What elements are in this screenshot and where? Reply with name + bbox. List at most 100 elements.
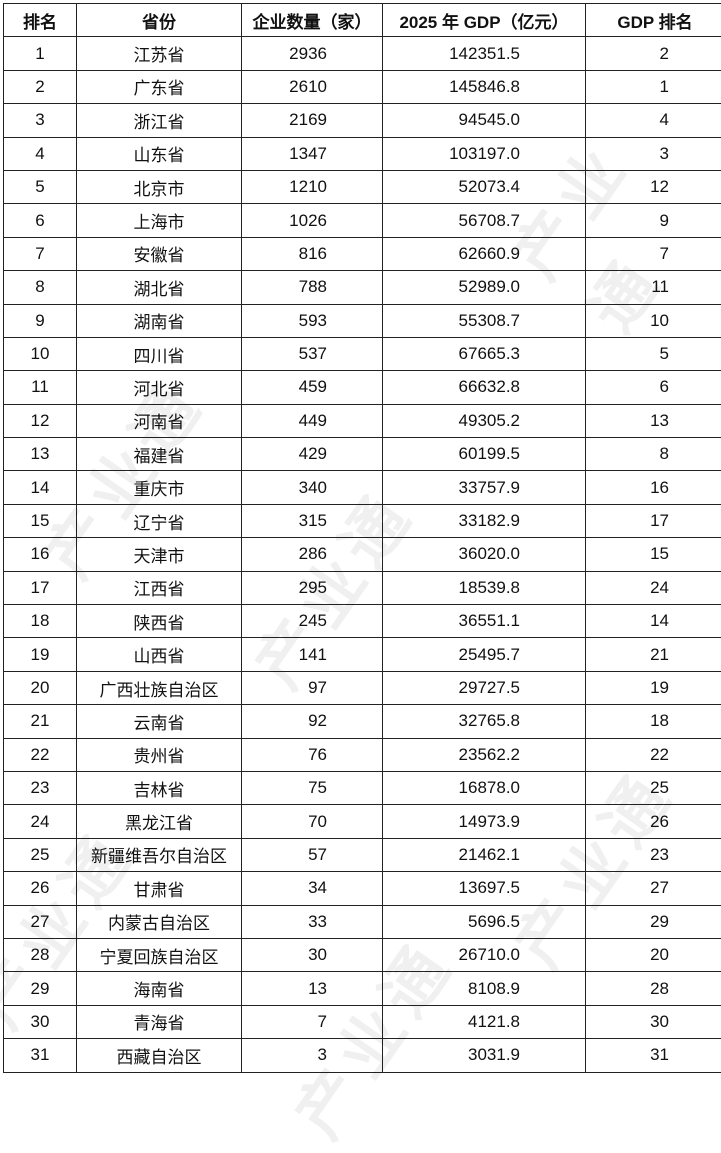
gdp-rank-cell: 27 <box>586 872 721 905</box>
gdp-cell: 3031.9 <box>383 1039 586 1072</box>
gdp-cell: 145846.8 <box>383 70 586 103</box>
gdp-cell: 33182.9 <box>383 504 586 537</box>
gdp-rank-cell: 31 <box>586 1039 721 1072</box>
province-cell: 北京市 <box>77 170 242 203</box>
gdp-rank-cell: 7 <box>586 237 721 270</box>
province-cell: 河南省 <box>77 404 242 437</box>
gdp-rank-cell: 26 <box>586 805 721 838</box>
enterprise-count-cell: 245 <box>242 605 383 638</box>
enterprise-count-cell: 70 <box>242 805 383 838</box>
gdp-cell: 23562.2 <box>383 738 586 771</box>
rank-cell: 11 <box>4 371 77 404</box>
enterprise-count-cell: 537 <box>242 337 383 370</box>
enterprise-count-cell: 7 <box>242 1005 383 1038</box>
province-cell: 浙江省 <box>77 104 242 137</box>
rank-cell: 26 <box>4 872 77 905</box>
gdp-cell: 13697.5 <box>383 872 586 905</box>
gdp-cell: 67665.3 <box>383 337 586 370</box>
gdp-rank-cell: 18 <box>586 705 721 738</box>
header-gdp-2025: 2025 年 GDP（亿元） <box>383 4 586 37</box>
gdp-rank-cell: 12 <box>586 170 721 203</box>
gdp-cell: 21462.1 <box>383 838 586 871</box>
province-cell: 山西省 <box>77 638 242 671</box>
enterprise-count-cell: 92 <box>242 705 383 738</box>
header-enterprise-count: 企业数量（家） <box>242 4 383 37</box>
gdp-rank-cell: 3 <box>586 137 721 170</box>
gdp-cell: 4121.8 <box>383 1005 586 1038</box>
rank-cell: 30 <box>4 1005 77 1038</box>
gdp-rank-cell: 29 <box>586 905 721 938</box>
gdp-rank-cell: 6 <box>586 371 721 404</box>
gdp-cell: 5696.5 <box>383 905 586 938</box>
enterprise-count-cell: 2610 <box>242 70 383 103</box>
gdp-cell: 62660.9 <box>383 237 586 270</box>
gdp-rank-cell: 9 <box>586 204 721 237</box>
gdp-rank-cell: 28 <box>586 972 721 1005</box>
province-cell: 四川省 <box>77 337 242 370</box>
enterprise-count-cell: 315 <box>242 504 383 537</box>
header-row: 排名 省份 企业数量（家） 2025 年 GDP（亿元） GDP 排名 <box>4 4 721 37</box>
province-cell: 江苏省 <box>77 37 242 70</box>
gdp-rank-cell: 20 <box>586 938 721 971</box>
rank-cell: 18 <box>4 605 77 638</box>
gdp-cell: 66632.8 <box>383 371 586 404</box>
enterprise-count-cell: 1210 <box>242 170 383 203</box>
gdp-rank-cell: 17 <box>586 504 721 537</box>
enterprise-count-cell: 3 <box>242 1039 383 1072</box>
rank-cell: 13 <box>4 438 77 471</box>
province-cell: 重庆市 <box>77 471 242 504</box>
gdp-cell: 52073.4 <box>383 170 586 203</box>
gdp-rank-cell: 25 <box>586 771 721 804</box>
rank-cell: 6 <box>4 204 77 237</box>
gdp-cell: 36551.1 <box>383 605 586 638</box>
gdp-rank-cell: 1 <box>586 70 721 103</box>
rank-cell: 21 <box>4 705 77 738</box>
gdp-cell: 29727.5 <box>383 671 586 704</box>
province-cell: 宁夏回族自治区 <box>77 938 242 971</box>
rank-cell: 5 <box>4 170 77 203</box>
rank-cell: 22 <box>4 738 77 771</box>
gdp-rank-cell: 4 <box>586 104 721 137</box>
enterprise-count-cell: 141 <box>242 638 383 671</box>
enterprise-count-cell: 429 <box>242 438 383 471</box>
gdp-cell: 14973.9 <box>383 805 586 838</box>
enterprise-count-cell: 1347 <box>242 137 383 170</box>
rank-cell: 24 <box>4 805 77 838</box>
enterprise-count-cell: 2169 <box>242 104 383 137</box>
gdp-rank-cell: 15 <box>586 538 721 571</box>
gdp-rank-cell: 10 <box>586 304 721 337</box>
enterprise-count-cell: 286 <box>242 538 383 571</box>
enterprise-count-cell: 459 <box>242 371 383 404</box>
gdp-cell: 18539.8 <box>383 571 586 604</box>
gdp-cell: 33757.9 <box>383 471 586 504</box>
province-cell: 天津市 <box>77 538 242 571</box>
gdp-cell: 103197.0 <box>383 137 586 170</box>
enterprise-count-cell: 30 <box>242 938 383 971</box>
gdp-cell: 36020.0 <box>383 538 586 571</box>
header-gdp-rank: GDP 排名 <box>586 4 721 37</box>
enterprise-count-cell: 34 <box>242 872 383 905</box>
gdp-cell: 142351.5 <box>383 37 586 70</box>
province-cell: 黑龙江省 <box>77 805 242 838</box>
rank-cell: 15 <box>4 504 77 537</box>
